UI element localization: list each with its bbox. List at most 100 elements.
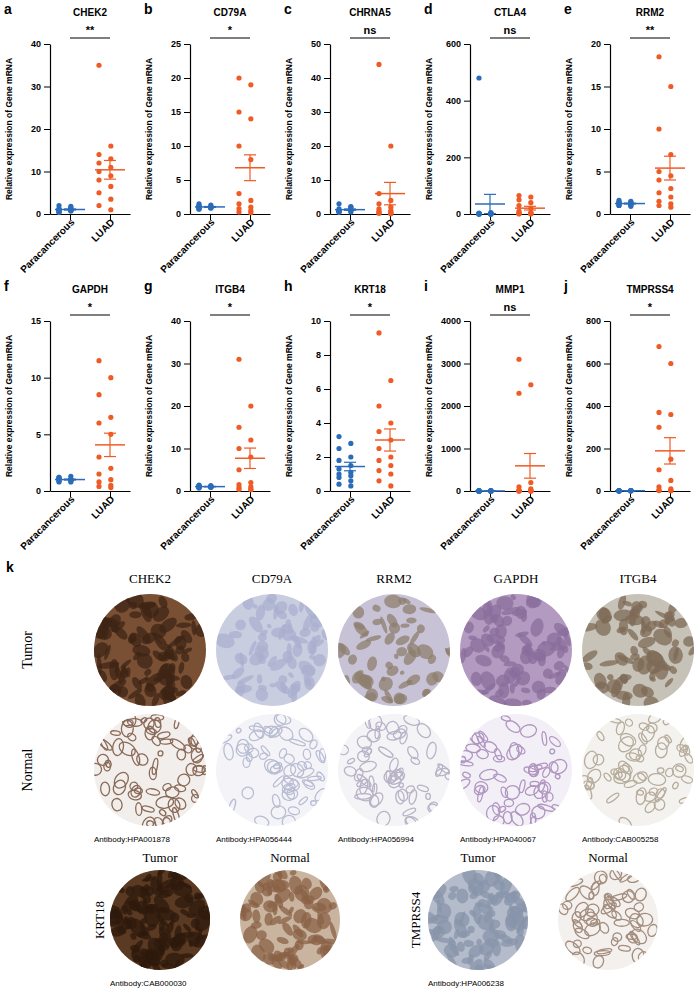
point — [388, 198, 393, 203]
error-bar — [524, 454, 536, 479]
tissue — [639, 684, 656, 699]
panel-label: h — [284, 278, 293, 294]
tick-mark — [184, 78, 190, 79]
error-cap — [344, 208, 356, 209]
point — [376, 403, 381, 408]
error-cap — [244, 180, 256, 181]
point — [476, 211, 481, 216]
tissue — [620, 889, 636, 905]
point — [96, 484, 101, 489]
tissue — [356, 734, 374, 750]
point — [528, 194, 533, 199]
core-background — [428, 870, 528, 970]
core-background — [460, 594, 572, 706]
tick-label: 0 — [36, 486, 41, 496]
error-bar — [244, 155, 256, 181]
point — [656, 190, 661, 195]
point — [96, 420, 101, 425]
tick-label: 400 — [586, 401, 601, 411]
tissue — [489, 642, 508, 661]
tick: 600 — [446, 39, 470, 49]
antibody-label: Antibody:HPA056444 — [216, 835, 292, 844]
tissue — [406, 745, 421, 761]
axis-line — [51, 491, 131, 492]
tissue — [253, 814, 270, 829]
tissue — [233, 651, 250, 667]
tick-label: 0 — [456, 209, 461, 219]
tick-mark — [604, 214, 610, 215]
tissue — [96, 737, 114, 752]
tissue — [160, 739, 173, 745]
point — [96, 392, 101, 397]
tick-mark — [464, 406, 470, 407]
error-cap — [64, 208, 76, 209]
annotation: ** — [646, 24, 655, 36]
tick-label: LUAD — [229, 493, 256, 520]
axis-title: Relative expression of Gene mRNA — [4, 335, 14, 477]
core-background — [216, 714, 328, 826]
tissue — [393, 692, 409, 705]
point — [248, 82, 253, 87]
tissue — [622, 600, 633, 607]
tissue — [313, 787, 328, 803]
point — [376, 468, 381, 473]
point — [476, 211, 481, 216]
point — [248, 403, 253, 408]
tick-mark — [324, 457, 330, 458]
error-cap — [624, 203, 636, 204]
tissue — [233, 617, 248, 632]
tissue — [106, 620, 120, 635]
tissue — [167, 662, 177, 674]
tissue — [520, 687, 530, 694]
tick-label: 200 — [586, 444, 601, 454]
tissue — [493, 755, 505, 762]
annotation: ** — [86, 24, 95, 36]
bracket — [350, 37, 390, 38]
tissue — [606, 673, 615, 682]
tick: 0 — [596, 209, 610, 219]
tissue — [273, 762, 283, 770]
tissue — [386, 730, 402, 741]
tissue — [429, 881, 449, 902]
point — [516, 197, 521, 202]
plot-area — [55, 63, 125, 215]
tissue — [636, 913, 653, 927]
tissue — [428, 924, 447, 942]
tissue — [165, 786, 179, 798]
tick-label: 4 — [316, 418, 321, 428]
chart-title: CHRNA5 — [349, 7, 391, 18]
antibody-label: Antibody:HPA040067 — [460, 835, 536, 844]
tissue — [355, 786, 375, 803]
tissue — [586, 917, 599, 927]
error-stem — [109, 433, 110, 456]
tissue — [530, 813, 536, 825]
tissue — [420, 910, 438, 926]
tissue — [467, 925, 476, 933]
gene-label: CD79A — [252, 571, 293, 586]
tick: 600 — [586, 359, 610, 369]
tissue — [191, 789, 200, 799]
tick-label: 0 — [36, 209, 41, 219]
tissue — [470, 671, 483, 686]
error-cap — [64, 479, 76, 480]
tissue — [353, 668, 366, 682]
error-bar — [624, 490, 636, 491]
tissue — [551, 641, 561, 647]
tissue — [406, 617, 417, 623]
tissue — [347, 757, 356, 764]
y-axis: 051015 — [31, 316, 51, 496]
tissue — [371, 603, 382, 613]
tissue — [121, 585, 147, 611]
tissue — [130, 748, 141, 766]
point — [336, 201, 341, 206]
bracket — [70, 37, 110, 38]
core-background — [582, 594, 694, 706]
tissue — [369, 795, 379, 807]
axis-title: Relative expression of Gene mRNA — [144, 58, 154, 200]
tissue — [277, 915, 293, 926]
tissue — [510, 593, 517, 601]
tissue — [158, 751, 163, 757]
tissue — [500, 786, 509, 798]
point — [336, 482, 341, 487]
tissue — [663, 677, 674, 689]
